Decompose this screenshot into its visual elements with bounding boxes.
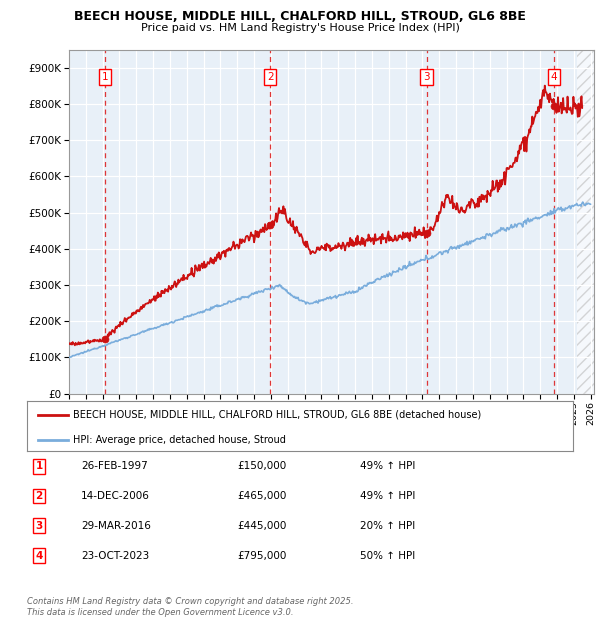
- Text: 29-MAR-2016: 29-MAR-2016: [81, 521, 151, 531]
- Text: 26-FEB-1997: 26-FEB-1997: [81, 461, 148, 471]
- Text: 2: 2: [35, 491, 43, 501]
- Text: 50% ↑ HPI: 50% ↑ HPI: [360, 551, 415, 560]
- Text: BEECH HOUSE, MIDDLE HILL, CHALFORD HILL, STROUD, GL6 8BE: BEECH HOUSE, MIDDLE HILL, CHALFORD HILL,…: [74, 10, 526, 23]
- Text: 3: 3: [423, 72, 430, 82]
- Text: £465,000: £465,000: [237, 491, 286, 501]
- Text: 1: 1: [35, 461, 43, 471]
- Text: 4: 4: [550, 72, 557, 82]
- Text: £150,000: £150,000: [237, 461, 286, 471]
- Text: 14-DEC-2006: 14-DEC-2006: [81, 491, 150, 501]
- Text: 49% ↑ HPI: 49% ↑ HPI: [360, 491, 415, 501]
- Text: 4: 4: [35, 551, 43, 560]
- Text: HPI: Average price, detached house, Stroud: HPI: Average price, detached house, Stro…: [73, 435, 286, 445]
- Bar: [577, 50, 600, 394]
- Text: Price paid vs. HM Land Registry's House Price Index (HPI): Price paid vs. HM Land Registry's House …: [140, 23, 460, 33]
- Text: 3: 3: [35, 521, 43, 531]
- Text: 23-OCT-2023: 23-OCT-2023: [81, 551, 149, 560]
- Text: £795,000: £795,000: [237, 551, 286, 560]
- Text: 1: 1: [102, 72, 109, 82]
- Text: BEECH HOUSE, MIDDLE HILL, CHALFORD HILL, STROUD, GL6 8BE (detached house): BEECH HOUSE, MIDDLE HILL, CHALFORD HILL,…: [73, 410, 482, 420]
- Text: 20% ↑ HPI: 20% ↑ HPI: [360, 521, 415, 531]
- Text: Contains HM Land Registry data © Crown copyright and database right 2025.
This d: Contains HM Land Registry data © Crown c…: [27, 598, 353, 617]
- Text: 49% ↑ HPI: 49% ↑ HPI: [360, 461, 415, 471]
- Text: £445,000: £445,000: [237, 521, 286, 531]
- Text: 2: 2: [267, 72, 274, 82]
